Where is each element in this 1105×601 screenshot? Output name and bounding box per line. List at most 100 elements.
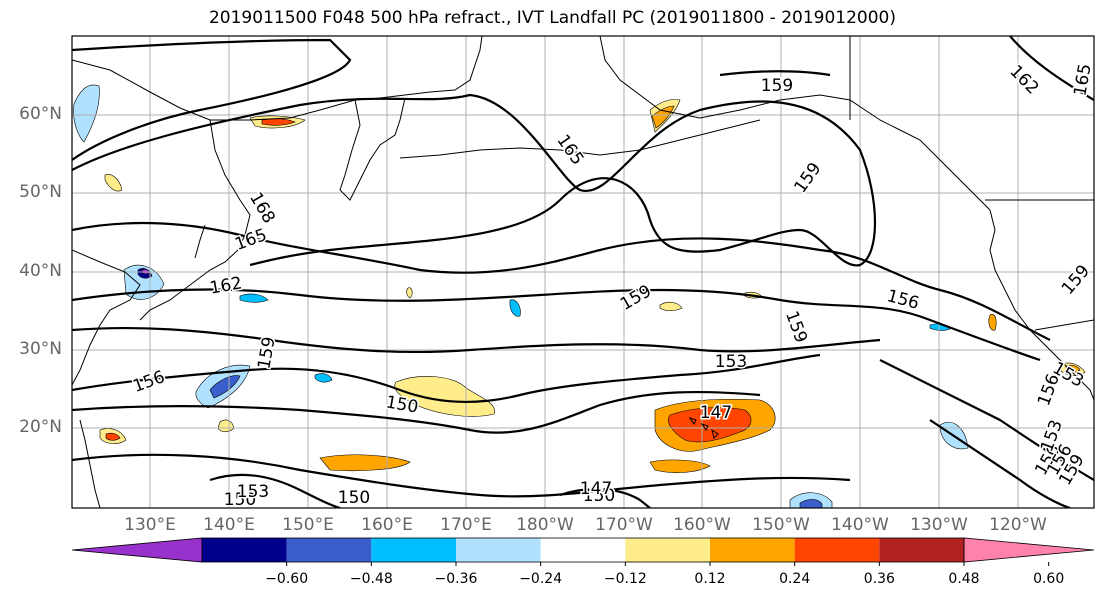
contour-line: [559, 487, 651, 508]
colorbar-outline: [201, 537, 965, 563]
shaded-patches: [73, 84, 1086, 508]
lon-tick-label: 140°W: [831, 515, 889, 535]
colorbar-tick-label: −0.60: [265, 571, 309, 587]
shaded-patch: [649, 459, 711, 473]
contour-line: [72, 353, 821, 404]
contour-label: 159: [1058, 261, 1094, 299]
colorbar-tick-label: −0.48: [349, 571, 393, 587]
map-title: 2019011500 F048 500 hPa refract., IVT La…: [208, 8, 896, 28]
contour-label: 165: [232, 225, 269, 255]
contour-line: [72, 93, 877, 267]
contour-line: [1009, 36, 1094, 101]
lon-tick-label: 180°W: [516, 515, 574, 535]
contour-label: 159: [617, 281, 655, 315]
contour-line: [72, 38, 352, 161]
contour-line: [72, 453, 851, 498]
coastline-korea-china: [72, 249, 141, 386]
lat-tick-label: 50°N: [19, 182, 62, 202]
contour-line: [929, 419, 1071, 508]
colorbar-extend-low: [71, 537, 203, 563]
shaded-patch: [209, 375, 241, 399]
colorbar-tick-label: −0.36: [434, 571, 478, 587]
colorbar-segment: [710, 538, 795, 562]
contour-label: 150: [384, 392, 419, 417]
coastline-north-america: [989, 209, 1094, 401]
shaded-patch: [217, 419, 235, 433]
colorbar-tick-label: 0.60: [1033, 571, 1065, 587]
coastline-philippines: [79, 419, 101, 508]
map-frame: [71, 35, 1095, 509]
lon-tick-label: 140°E: [203, 515, 255, 535]
colorbar-extend-high: [963, 537, 1095, 563]
contour-line: [72, 288, 1041, 362]
colorbar-segment: [794, 538, 880, 562]
shaded-patch: [239, 293, 269, 303]
shaded-patch: [314, 373, 333, 383]
contour-line: [719, 70, 831, 77]
lat-tick-label: 60°N: [19, 104, 62, 124]
contour-label: 153: [715, 352, 747, 372]
coastline-japan: [139, 224, 246, 321]
contour-line: [879, 359, 1094, 481]
contour-label: 159: [254, 335, 279, 370]
boundary-us-mexico: [1034, 319, 1094, 331]
lat-tick-label: 20°N: [19, 417, 62, 437]
contour-line: [72, 390, 761, 434]
contour-label: 150: [338, 488, 370, 508]
shaded-patch: [799, 499, 823, 508]
contour-label: 159: [791, 159, 826, 197]
refractivity-contours: [72, 36, 1094, 508]
contour-line: [209, 473, 341, 508]
lat-tick-label: 30°N: [19, 339, 62, 359]
contour-label: 153: [237, 482, 269, 502]
coastline-kamchatka: [339, 97, 406, 201]
colorbar: [71, 537, 1095, 566]
shaded-patch: [105, 432, 121, 441]
lon-tick-label: 130°E: [124, 515, 176, 535]
contour-line: [72, 326, 881, 354]
contour-label: 162: [1005, 61, 1042, 98]
lon-tick-label: 130°W: [910, 515, 968, 535]
lon-tick-label: 120°W: [989, 515, 1047, 535]
contour-label: 156: [130, 367, 167, 397]
colorbar-tick-label: 0.12: [694, 571, 726, 587]
colorbar-segment: [456, 538, 541, 562]
lon-tick-label: 170°W: [595, 515, 653, 535]
contour-label: 150: [583, 486, 615, 506]
lat-tick-label: 40°N: [19, 261, 62, 281]
lon-tick-label: 160°E: [361, 515, 413, 535]
shaded-patch: [394, 376, 495, 417]
coastline-alaska: [599, 36, 991, 211]
lon-tick-label: 150°E: [282, 515, 334, 535]
colorbar-tick-label: 0.24: [779, 571, 811, 587]
shaded-patch: [988, 314, 997, 331]
shaded-patch: [319, 454, 411, 472]
colorbar-tick-label: 0.48: [948, 571, 980, 587]
shaded-patch: [406, 287, 413, 299]
lon-tick-label: 160°W: [673, 515, 731, 535]
contour-label: 150: [224, 490, 256, 510]
colorbar-segment: [371, 538, 456, 562]
coastline-okhotsk: [209, 119, 251, 236]
colorbar-tick-label: 0.36: [863, 571, 895, 587]
colorbar-segment: [625, 538, 710, 562]
shaded-patch: [509, 299, 521, 317]
colorbar-segment: [540, 538, 626, 562]
colorbar-segment: [286, 538, 372, 562]
shaded-patch: [668, 407, 752, 443]
shaded-patch: [659, 301, 683, 311]
contour-label: 159: [781, 308, 811, 345]
contour-label: 147: [580, 479, 612, 499]
coastline-hawaii: [688, 417, 719, 439]
lon-tick-label: 150°W: [752, 515, 810, 535]
shaded-patch: [1065, 364, 1081, 373]
contour-label: 147: [700, 403, 732, 423]
coastline-aleutians: [399, 119, 761, 159]
contour-label: 156: [1034, 371, 1064, 408]
shaded-patch: [104, 174, 123, 192]
lon-tick-label: 170°E: [440, 515, 492, 535]
shaded-patch: [73, 84, 100, 143]
colorbar-tick-label: −0.24: [519, 571, 563, 587]
gridlines: [72, 36, 1094, 508]
